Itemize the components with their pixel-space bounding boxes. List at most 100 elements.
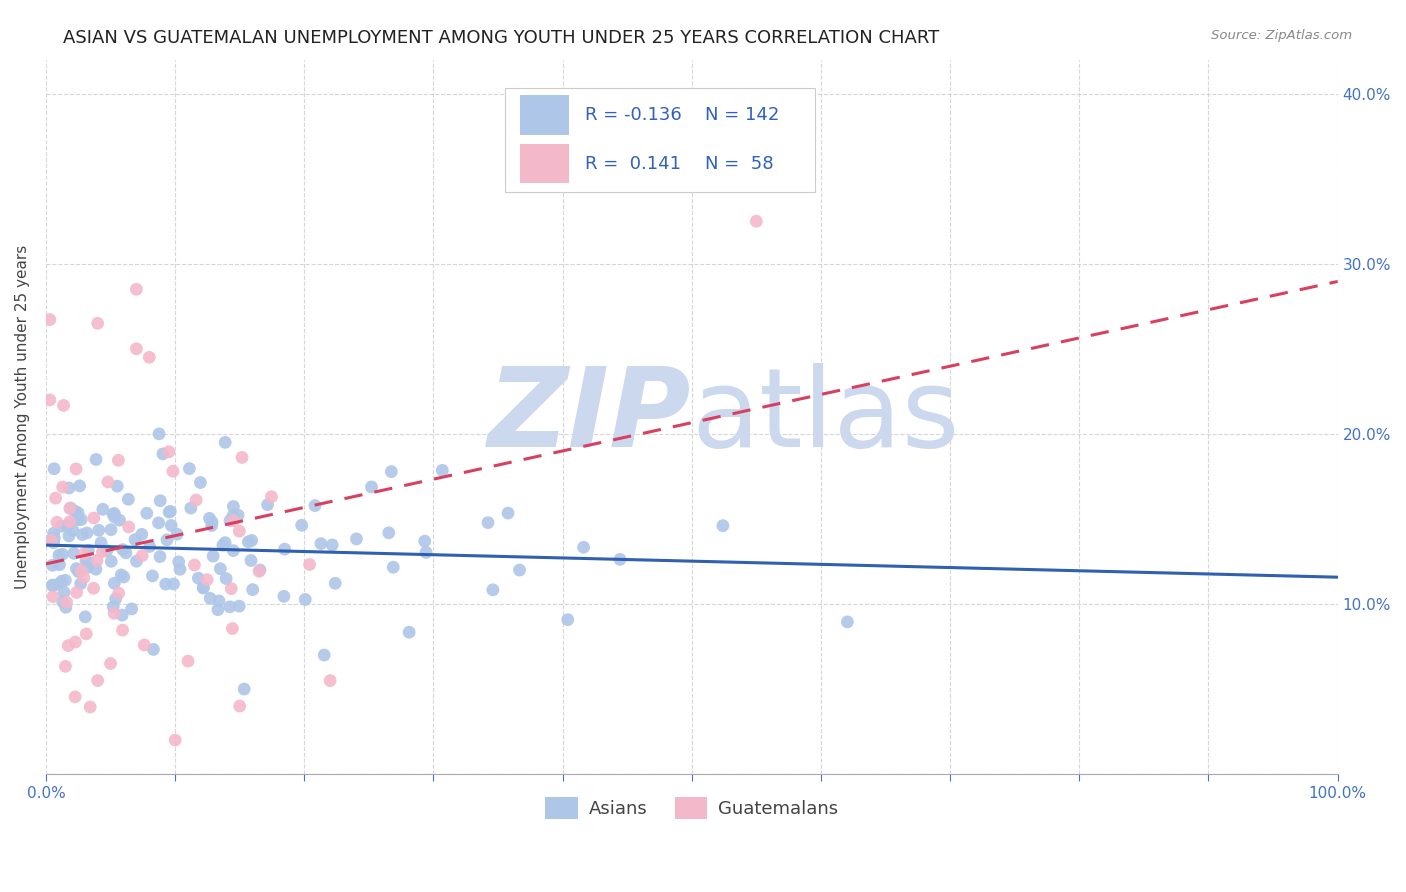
Point — [198, 511, 221, 525]
Point — [117, 492, 139, 507]
Point — [110, 568, 132, 582]
Point — [135, 506, 157, 520]
Point — [41, 533, 63, 548]
Point — [46, 577, 69, 591]
Point — [228, 699, 250, 714]
Point — [165, 733, 187, 747]
Point — [51, 519, 73, 533]
Point — [180, 501, 202, 516]
Point — [72, 527, 94, 541]
Point — [46, 516, 69, 530]
Y-axis label: Unemployment Among Youth under 25 years: Unemployment Among Youth under 25 years — [15, 244, 30, 589]
Point — [73, 547, 96, 561]
Point — [482, 582, 505, 597]
Point — [238, 534, 260, 549]
Point — [105, 479, 128, 493]
Point — [183, 558, 205, 572]
Point — [141, 569, 163, 583]
Point — [86, 553, 108, 567]
Point — [55, 659, 77, 673]
Point — [100, 523, 122, 537]
Point — [112, 570, 135, 584]
Point — [415, 545, 437, 559]
Point — [84, 562, 107, 576]
Point — [42, 461, 65, 475]
Point — [155, 577, 177, 591]
Point — [41, 532, 63, 546]
Point — [59, 515, 82, 529]
Text: N =  58: N = 58 — [704, 154, 773, 172]
Point — [67, 506, 90, 520]
Point — [228, 524, 250, 538]
Point — [378, 525, 401, 540]
Point — [557, 613, 579, 627]
Point — [77, 555, 100, 569]
Point — [69, 576, 91, 591]
Point — [179, 461, 201, 475]
Point — [201, 515, 224, 529]
Text: ASIAN VS GUATEMALAN UNEMPLOYMENT AMONG YOUTH UNDER 25 YEARS CORRELATION CHART: ASIAN VS GUATEMALAN UNEMPLOYMENT AMONG Y… — [63, 29, 939, 46]
Point — [508, 563, 530, 577]
Point — [90, 535, 112, 549]
Point — [65, 561, 87, 575]
Point — [745, 214, 768, 228]
FancyBboxPatch shape — [520, 144, 569, 183]
Point — [44, 531, 66, 545]
Point — [84, 452, 107, 467]
Point — [59, 501, 82, 516]
Point — [202, 549, 225, 563]
Point — [66, 513, 89, 527]
Point — [160, 518, 183, 533]
Point — [75, 609, 97, 624]
Point — [86, 673, 108, 688]
Point — [48, 558, 70, 572]
Point — [212, 538, 235, 552]
Point — [477, 516, 499, 530]
Point — [97, 475, 120, 489]
Point — [52, 480, 75, 494]
Text: R = -0.136: R = -0.136 — [585, 106, 682, 124]
Point — [42, 579, 65, 593]
Point — [103, 576, 125, 591]
Point — [273, 590, 295, 604]
Point — [222, 508, 245, 523]
Point — [260, 490, 283, 504]
Point — [53, 585, 76, 599]
Point — [221, 622, 243, 636]
Point — [200, 591, 222, 606]
Point — [711, 518, 734, 533]
Point — [52, 595, 75, 609]
Text: N = 142: N = 142 — [704, 106, 779, 124]
Point — [70, 564, 93, 578]
FancyBboxPatch shape — [505, 88, 814, 192]
Point — [837, 615, 859, 629]
Point — [58, 529, 80, 543]
Point — [70, 512, 93, 526]
Point — [148, 516, 170, 530]
Point — [240, 533, 263, 548]
Point — [159, 504, 181, 518]
Point — [63, 690, 86, 704]
Point — [111, 542, 134, 557]
Point — [149, 549, 172, 564]
Point — [86, 316, 108, 330]
Point — [222, 514, 245, 528]
Point — [314, 648, 336, 662]
Point — [195, 573, 218, 587]
Point — [45, 491, 67, 505]
Point — [215, 572, 238, 586]
Point — [304, 499, 326, 513]
Point — [360, 480, 382, 494]
Point — [103, 509, 125, 524]
Point — [62, 546, 84, 560]
Point — [398, 625, 420, 640]
Point — [156, 533, 179, 547]
Point — [249, 563, 271, 577]
Point — [222, 543, 245, 558]
Point — [101, 508, 124, 522]
Point — [125, 554, 148, 568]
Point — [382, 560, 405, 574]
Point — [115, 546, 138, 560]
Point — [103, 599, 125, 614]
Point — [75, 554, 97, 568]
